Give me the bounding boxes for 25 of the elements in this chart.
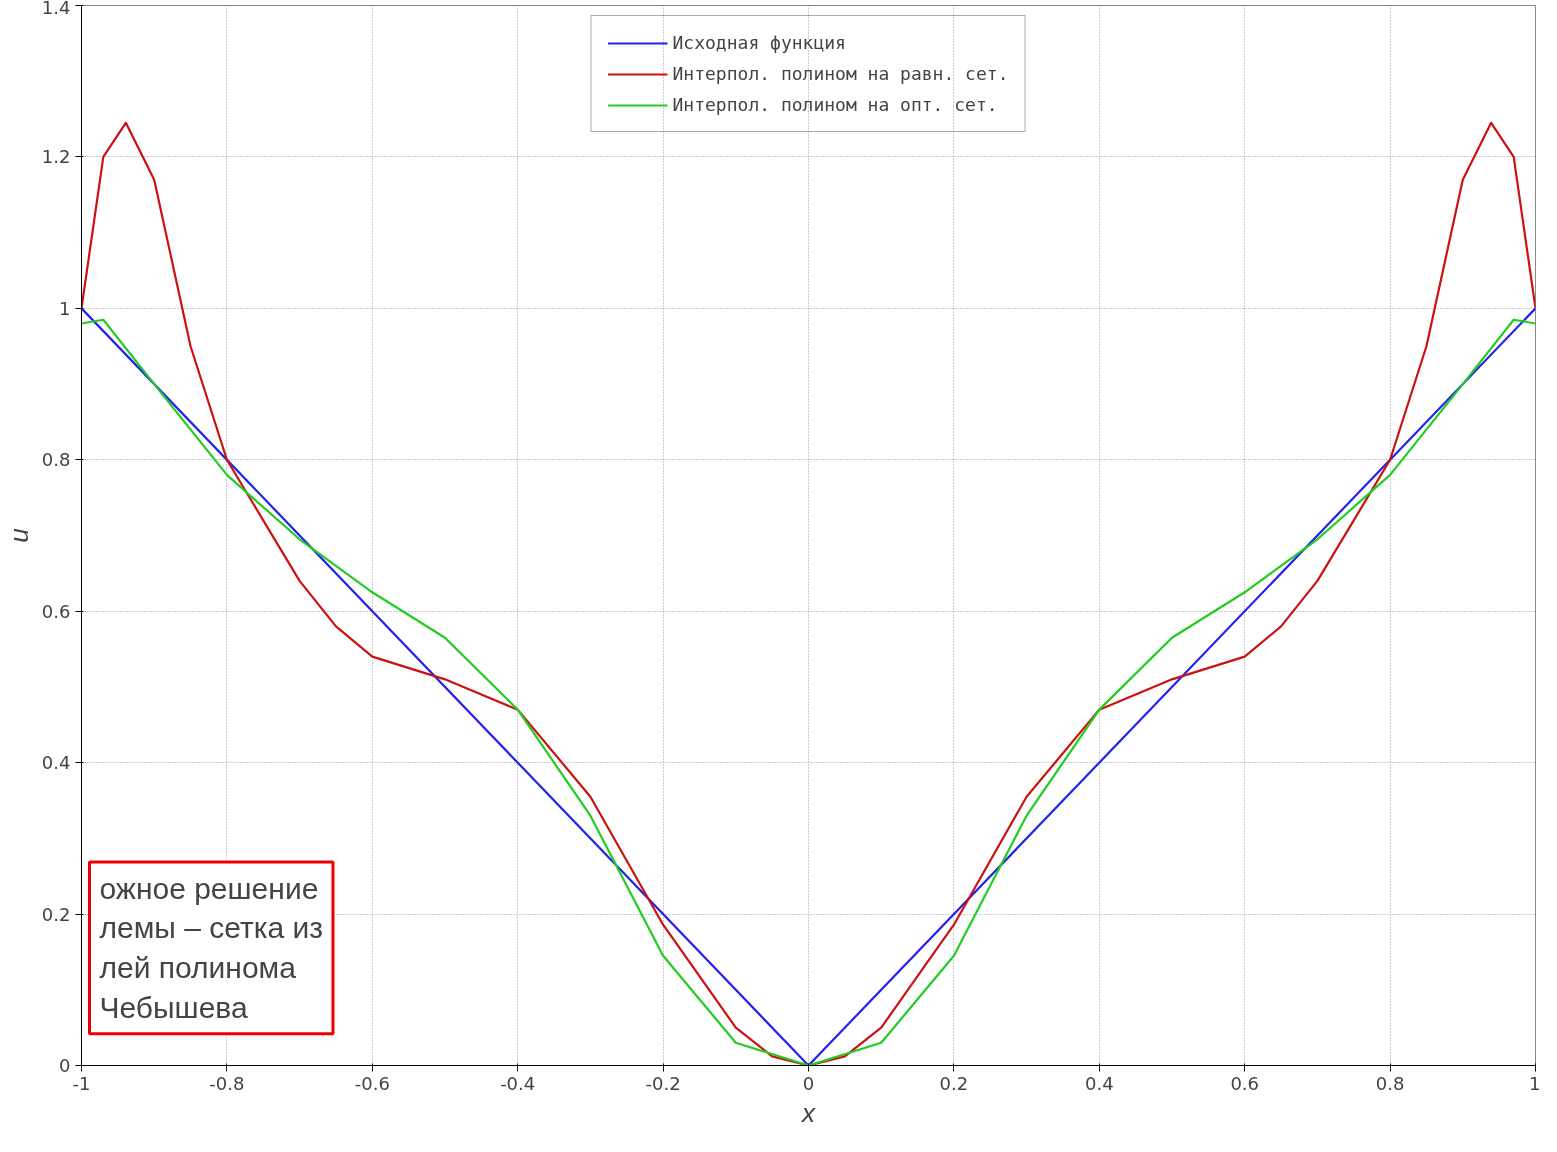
x-tick-label: -0.8 bbox=[209, 1072, 245, 1094]
x-tick-label: -0.2 bbox=[645, 1072, 681, 1094]
legend-label: Интерпол. полином на опт. сет. bbox=[672, 94, 998, 115]
x-tick-label: 0.8 bbox=[1375, 1072, 1405, 1094]
y-tick-label: 1.4 bbox=[41, 0, 71, 18]
legend-label: Исходная функция bbox=[672, 32, 846, 53]
x-tick-label: -0.6 bbox=[354, 1072, 390, 1094]
x-tick-label: -1 bbox=[72, 1072, 91, 1094]
x-axis-title: x bbox=[800, 1097, 816, 1128]
x-tick-label: -0.4 bbox=[500, 1072, 536, 1094]
y-tick-label: 0.4 bbox=[41, 752, 71, 774]
y-tick-label: 1.2 bbox=[41, 146, 71, 168]
x-tick-label: 1 bbox=[1529, 1072, 1541, 1094]
y-tick-label: 1 bbox=[59, 297, 71, 319]
y-tick-label: 0.6 bbox=[41, 600, 71, 622]
x-tick-label: 0.6 bbox=[1230, 1072, 1260, 1094]
y-axis-title: u bbox=[3, 528, 34, 543]
y-tick-label: 0.2 bbox=[41, 903, 71, 925]
legend-label: Интерпол. полином на равн. сет. bbox=[672, 63, 1009, 84]
x-tick-label: 0.4 bbox=[1084, 1072, 1114, 1094]
annotation: ожное решение лемы – сетка из лей полинома Чебышева bbox=[99, 871, 323, 1024]
y-tick-label: 0.8 bbox=[41, 449, 71, 471]
x-tick-label: 0.2 bbox=[939, 1072, 969, 1094]
y-tick-label: 0 bbox=[59, 1055, 71, 1076]
x-tick-label: 0 bbox=[802, 1072, 815, 1094]
